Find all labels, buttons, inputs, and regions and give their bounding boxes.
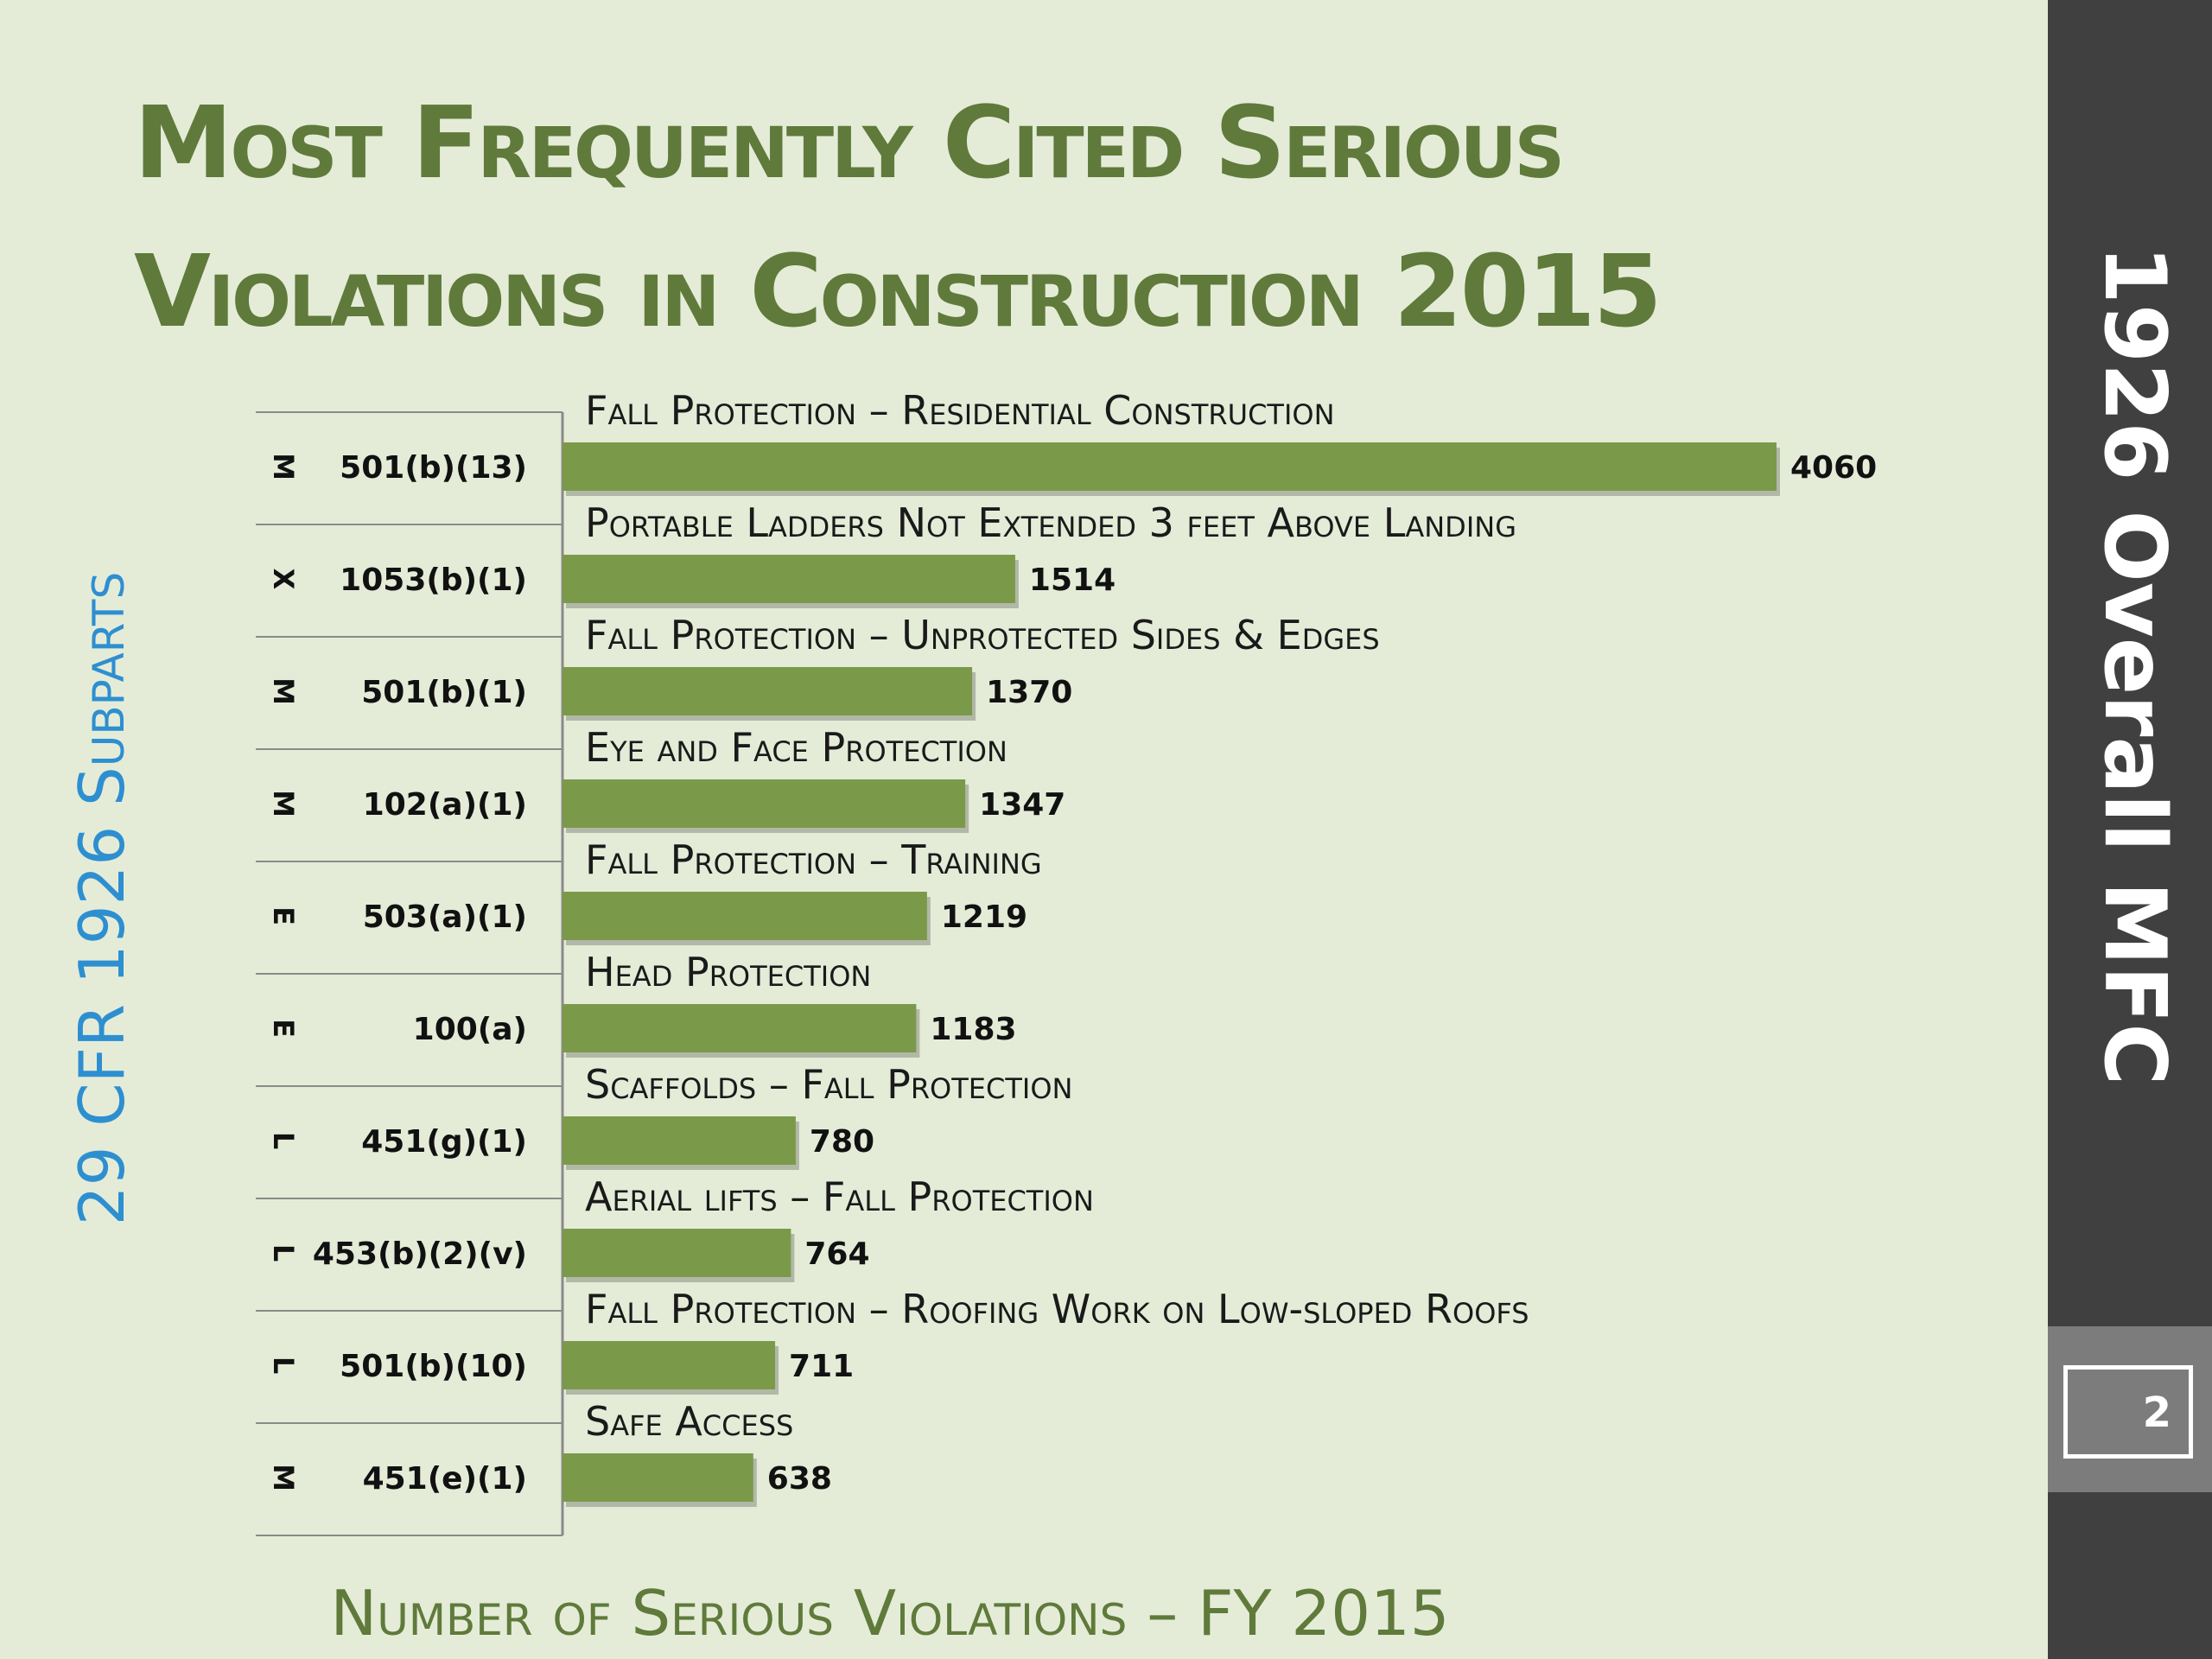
value-label: 4060 xyxy=(1790,450,1877,486)
value-label: 711 xyxy=(789,1349,854,1384)
subpart-label: L xyxy=(267,1357,300,1374)
title-line-1: Most Frequently Cited Serious xyxy=(134,86,1565,201)
section-code: 451(g)(1) xyxy=(361,1124,527,1160)
value-label: 764 xyxy=(804,1236,869,1272)
category-label: Fall Protection – Unprotected Sides & Ed… xyxy=(585,612,1380,658)
value-label: 1347 xyxy=(979,787,1065,823)
value-label: 780 xyxy=(810,1124,874,1160)
section-code: 100(a) xyxy=(413,1012,527,1047)
section-code: 501(b)(13) xyxy=(340,450,527,486)
bar xyxy=(563,442,1777,491)
bar xyxy=(563,1341,776,1389)
subpart-label: E xyxy=(267,906,300,925)
category-label: Head Protection xyxy=(585,949,871,995)
section-code: 503(a)(1) xyxy=(363,899,527,935)
subpart-label: L xyxy=(267,1132,300,1149)
subpart-label: M xyxy=(267,790,300,817)
sidebar-label: 1926 Overall MFC xyxy=(2085,245,2183,1086)
subpart-label: X xyxy=(267,569,300,590)
x-axis-label: Number of Serious Violations – FY 2015 xyxy=(330,1577,1450,1649)
category-label: Aerial lifts – Fall Protection xyxy=(585,1173,1094,1220)
category-label: Eye and Face Protection xyxy=(585,724,1007,771)
bar xyxy=(563,1229,791,1277)
bar xyxy=(563,667,973,715)
section-code: 501(b)(1) xyxy=(361,675,527,710)
value-label: 1183 xyxy=(930,1012,1016,1047)
category-label: Safe Access xyxy=(585,1398,793,1445)
value-label: 1514 xyxy=(1029,563,1116,598)
subpart-label: M xyxy=(267,1464,300,1491)
section-code: 1053(b)(1) xyxy=(340,563,527,598)
title-line-2: Violations in Construction 2015 xyxy=(134,234,1662,350)
section-code: 451(e)(1) xyxy=(363,1461,527,1497)
subpart-label: E xyxy=(267,1019,300,1038)
section-code: 453(b)(2)(v) xyxy=(313,1236,527,1272)
value-label: 638 xyxy=(767,1461,832,1497)
bar xyxy=(563,1116,796,1165)
value-label: 1219 xyxy=(941,899,1027,935)
section-code: 102(a)(1) xyxy=(363,787,527,823)
page-number: 2 xyxy=(2063,1365,2193,1459)
subpart-label: L xyxy=(267,1244,300,1262)
bar xyxy=(563,555,1015,603)
category-label: Scaffolds – Fall Protection xyxy=(585,1061,1072,1108)
subpart-label: M xyxy=(267,453,300,480)
bar-chart: Fall Protection – Residential Constructi… xyxy=(256,387,1877,1536)
subpart-label: M xyxy=(267,677,300,705)
bar xyxy=(563,892,927,940)
chart-title: Most Frequently Cited Serious Violations… xyxy=(134,69,1992,366)
category-label: Portable Ladders Not Extended 3 feet Abo… xyxy=(585,499,1516,546)
page-number-panel xyxy=(2048,1326,2212,1492)
section-code: 501(b)(10) xyxy=(340,1349,527,1384)
bar xyxy=(563,1004,917,1052)
category-label: Fall Protection – Training xyxy=(585,836,1042,883)
value-label: 1370 xyxy=(986,675,1072,710)
category-label: Fall Protection – Residential Constructi… xyxy=(585,387,1335,434)
bar xyxy=(563,1453,753,1502)
category-label: Fall Protection – Roofing Work on Low-sl… xyxy=(585,1286,1529,1332)
bar xyxy=(563,779,966,828)
